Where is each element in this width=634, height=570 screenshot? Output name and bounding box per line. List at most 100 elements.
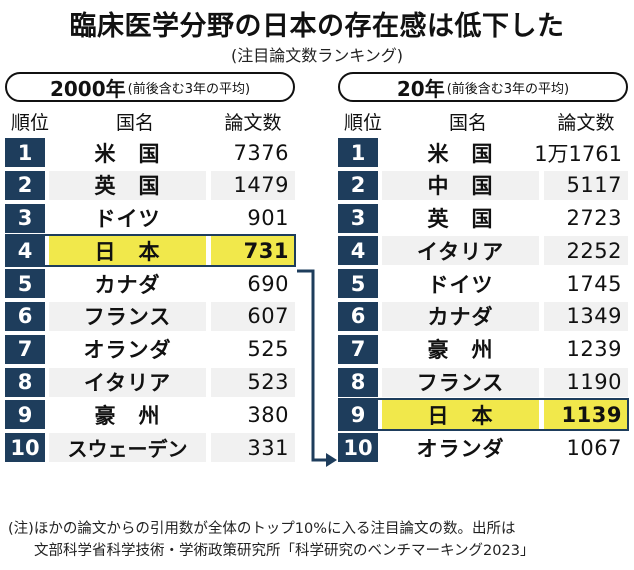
country-cell: 豪 州 <box>49 400 206 430</box>
table-row: 4 イタリア 2252 <box>338 234 629 267</box>
highlight-frame <box>338 398 629 432</box>
count-cell: 1479 <box>211 170 295 200</box>
count-cell: 607 <box>211 301 295 331</box>
count-cell: 1190 <box>544 367 628 397</box>
footnote: (注)ほかの論文からの引用数が全体のトップ10%に入る注目論文の数。出所は 文部… <box>8 518 630 562</box>
rank-cell: 2 <box>5 170 45 200</box>
country-cell: ドイツ <box>49 203 206 233</box>
period-2020-year: 20年 <box>396 76 445 101</box>
footnote-line-1: (注)ほかの論文からの引用数が全体のトップ10%に入る注目論文の数。出所は <box>8 521 516 537</box>
count-cell: 901 <box>211 203 295 233</box>
column-headers: 順位 国名 論文数 <box>338 102 629 136</box>
rank-cell: 10 <box>338 433 378 463</box>
rank-cell: 4 <box>5 236 45 266</box>
highlight-frame <box>5 234 296 268</box>
table-row: 8 フランス 1190 <box>338 366 629 399</box>
country-cell: 日 本 <box>49 236 206 266</box>
table-row: 10 オランダ 1067 <box>338 431 629 464</box>
count-cell: 525 <box>211 334 295 364</box>
country-cell: 英 国 <box>382 203 539 233</box>
rank-cell: 2 <box>338 170 378 200</box>
rank-cell: 7 <box>5 334 45 364</box>
country-cell: カナダ <box>382 301 539 331</box>
footnote-line-2: 文部科学省科学技術・学術政策研究所「科学研究のベンチマーキング2023」 <box>34 543 535 559</box>
country-cell: イタリア <box>49 367 206 397</box>
rank-cell: 5 <box>338 269 378 299</box>
country-cell: 豪 州 <box>382 334 539 364</box>
table-row: 3 ドイツ 901 <box>5 202 296 235</box>
rank-cell: 9 <box>338 400 378 430</box>
count-cell: 1139 <box>544 400 628 430</box>
period-2000-label: 2000年 (前後含む3年の平均) <box>5 72 295 102</box>
country-cell: フランス <box>382 367 539 397</box>
count-cell: 2252 <box>544 236 628 266</box>
table-row: 8 イタリア 523 <box>5 366 296 399</box>
country-cell: 米 国 <box>382 138 539 167</box>
rank-cell: 3 <box>5 203 45 233</box>
arrow-line <box>297 269 328 462</box>
rank-cell: 9 <box>5 400 45 430</box>
arrowhead-icon <box>326 453 337 467</box>
country-cell: 米 国 <box>49 138 206 167</box>
country-cell: カナダ <box>49 269 206 299</box>
rank-cell: 5 <box>5 269 45 299</box>
count-cell: 1万1761 <box>534 138 628 167</box>
country-cell: スウェーデン <box>49 433 206 463</box>
count-cell: 5117 <box>544 170 628 200</box>
country-cell: オランダ <box>382 433 539 463</box>
count-cell: 2723 <box>544 203 628 233</box>
country-cell: 英 国 <box>49 170 206 200</box>
count-cell: 380 <box>211 400 295 430</box>
table-row: 6 カナダ 1349 <box>338 300 629 333</box>
rank-cell: 1 <box>5 138 45 167</box>
rank-cell: 4 <box>338 236 378 266</box>
header-count: 論文数 <box>224 112 282 134</box>
country-cell: 中 国 <box>382 170 539 200</box>
table-row: 6 フランス 607 <box>5 300 296 333</box>
table-row: 7 オランダ 525 <box>5 333 296 366</box>
period-2020-note: (前後含む3年の平均) <box>446 81 570 97</box>
count-cell: 731 <box>211 236 295 266</box>
rank-cell: 10 <box>5 433 45 463</box>
count-cell: 690 <box>211 269 295 299</box>
period-2000-year: 2000年 <box>49 76 126 101</box>
count-cell: 1745 <box>544 269 628 299</box>
rank-cell: 6 <box>338 301 378 331</box>
table-row: 5 ドイツ 1745 <box>338 267 629 300</box>
country-cell: イタリア <box>382 236 539 266</box>
period-2000-note: (前後含む3年の平均) <box>127 81 251 97</box>
header-country: 国名 <box>115 112 154 134</box>
country-cell: 日 本 <box>382 400 539 430</box>
table-row: 5 カナダ 690 <box>5 267 296 300</box>
country-cell: オランダ <box>49 334 206 364</box>
rank-cell: 1 <box>338 138 378 167</box>
page-title: 臨床医学分野の日本の存在感は低下した <box>69 11 565 42</box>
rank-cell: 6 <box>5 301 45 331</box>
rank-cell: 8 <box>338 367 378 397</box>
column-headers: 順位 国名 論文数 <box>5 102 296 136</box>
count-cell: 7376 <box>211 138 295 167</box>
country-cell: フランス <box>49 301 206 331</box>
rank-cell: 7 <box>338 334 378 364</box>
header-count: 論文数 <box>557 112 615 134</box>
table-row: 10 スウェーデン 331 <box>5 431 296 464</box>
count-cell: 331 <box>211 433 295 463</box>
period-2020-label: 20年 (前後含む3年の平均) <box>338 72 628 102</box>
count-cell: 523 <box>211 367 295 397</box>
country-cell: ドイツ <box>382 269 539 299</box>
header-country: 国名 <box>448 112 487 134</box>
header-rank: 順位 <box>10 112 49 134</box>
header-rank: 順位 <box>343 112 382 134</box>
